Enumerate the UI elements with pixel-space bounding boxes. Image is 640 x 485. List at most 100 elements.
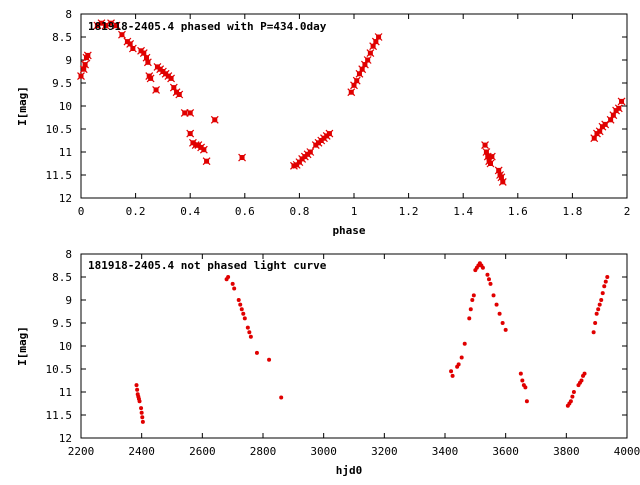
phased-data-point: [175, 90, 184, 99]
unphased-data-point: [603, 279, 608, 284]
unphased-data-point: [462, 341, 467, 346]
phased-x-tick-label: 0.2: [126, 205, 146, 218]
unphased-x-tick-label: 2400: [128, 445, 155, 458]
phased-data-point: [83, 51, 92, 60]
phased-data-point: [186, 108, 195, 117]
unphased-data-point: [524, 399, 529, 404]
phased-data-point: [306, 148, 315, 156]
phased-data-point: [601, 120, 610, 129]
unphased-data-point: [459, 355, 464, 360]
unphased-data-point: [450, 373, 455, 378]
unphased-y-axis-label: I[mag]: [16, 326, 29, 366]
unphased-data-point: [140, 415, 145, 420]
unphased-data-point: [232, 286, 237, 291]
phased-plot-title: 181918-2405.4 phased with P=434.0day: [88, 20, 327, 33]
phased-y-tick-label: 8.5: [52, 31, 72, 44]
unphased-x-tick-label: 2200: [68, 445, 95, 458]
phased-data-point: [81, 60, 90, 69]
unphased-x-tick-label: 2800: [250, 445, 277, 458]
unphased-data-point: [239, 307, 244, 312]
unphased-data-point: [596, 307, 601, 312]
unphased-data-point: [599, 298, 604, 302]
unphased-data-point: [518, 371, 523, 376]
unphased-data-point: [236, 298, 241, 302]
phased-data-point: [167, 74, 176, 83]
phased-x-tick-label: 1.8: [562, 205, 582, 218]
unphased-data-point: [582, 371, 587, 376]
unphased-data-point: [602, 284, 607, 289]
unphased-y-ticks: 8 8.5 9 9.5 10 10.5 11 11.5 12: [46, 248, 627, 445]
unphased-data-point: [449, 369, 454, 374]
phased-x-ticks: 0 0.2 0.4 0.6 0.8 1 1.2 1.4 1.6 1.8 2: [78, 14, 630, 218]
unphased-data-point: [486, 277, 491, 282]
phased-y-ticks: 8 8.5 9 9.5 10 10.5 11 11.5 12: [46, 8, 627, 205]
unphased-data-point: [568, 399, 573, 404]
phased-data-point: [210, 115, 219, 124]
phased-x-tick-label: 0.6: [235, 205, 255, 218]
unphased-data-point: [238, 302, 243, 307]
phased-x-tick-label: 0.8: [289, 205, 309, 218]
unphased-data-point: [140, 419, 145, 424]
unphased-data-point: [600, 291, 605, 296]
phased-x-tick-label: 0.4: [180, 205, 200, 218]
phased-data-point: [366, 49, 375, 58]
unphased-data-point: [579, 378, 584, 383]
phased-x-axis-label: phase: [332, 224, 365, 237]
phased-data-point: [118, 30, 126, 39]
phased-data-point: [617, 97, 626, 106]
unphased-x-tick-label: 3000: [310, 445, 337, 458]
phased-data-point: [486, 159, 495, 168]
phased-data-point: [186, 129, 195, 138]
phased-data-point: [107, 19, 115, 28]
phased-data-point: [238, 153, 246, 162]
unphased-data-point: [485, 272, 490, 277]
phased-data-point: [77, 72, 85, 81]
unphased-data-point: [503, 327, 508, 332]
unphased-data-point: [247, 330, 252, 335]
unphased-data-point: [467, 316, 472, 321]
unphased-data-point: [523, 385, 528, 390]
phased-data-point: [325, 129, 334, 138]
phased-data-point: [202, 157, 211, 166]
phased-y-tick-label: 9: [65, 54, 72, 67]
unphased-y-tick-label: 9.5: [52, 317, 72, 330]
unphased-data-point: [594, 311, 599, 316]
unphased-data-point: [520, 378, 525, 383]
unphased-y-tick-label: 8.5: [52, 271, 72, 284]
unphased-data-point: [497, 311, 502, 316]
unphased-y-tick-label: 12: [59, 432, 72, 445]
phased-y-tick-label: 12: [59, 192, 72, 205]
unphased-x-tick-label: 3600: [492, 445, 519, 458]
phased-data-point: [347, 88, 356, 97]
unphased-data-point: [571, 390, 576, 394]
phased-plot-frame: [80, 13, 628, 199]
phased-data-point: [487, 152, 496, 161]
phased-data-point: [146, 74, 155, 83]
phased-y-tick-label: 10: [59, 100, 72, 113]
unphased-plot-title: 181918-2405.4 not phased light curve: [88, 259, 327, 272]
unphased-y-tick-label: 8: [65, 248, 72, 261]
unphased-x-tick-label: 3200: [371, 445, 398, 458]
phased-data-point: [614, 104, 623, 113]
unphased-x-axis-label: hjd0: [336, 464, 363, 477]
phased-y-tick-label: 8: [65, 8, 72, 21]
unphased-data-point: [279, 395, 284, 400]
phased-x-tick-label: 1: [351, 205, 358, 218]
phased-data-point: [363, 56, 372, 64]
phased-data-point: [128, 44, 137, 53]
unphased-x-tick-label: 3400: [432, 445, 459, 458]
unphased-x-tick-label: 2600: [189, 445, 216, 458]
phased-x-tick-label: 1.2: [399, 205, 419, 218]
unphased-data-point: [267, 357, 272, 362]
unphased-data-point: [242, 316, 247, 321]
unphased-data-point: [605, 275, 610, 279]
unphased-data-point: [488, 281, 493, 286]
unphased-y-tick-label: 11: [59, 386, 72, 399]
phased-x-tick-label: 1.4: [453, 205, 473, 218]
phased-data-point: [374, 33, 383, 41]
phased-data-point: [112, 21, 121, 30]
phased-y-axis-label: I[mag]: [16, 86, 29, 126]
unphased-data-point: [139, 410, 144, 415]
unphased-data-point: [494, 302, 499, 307]
